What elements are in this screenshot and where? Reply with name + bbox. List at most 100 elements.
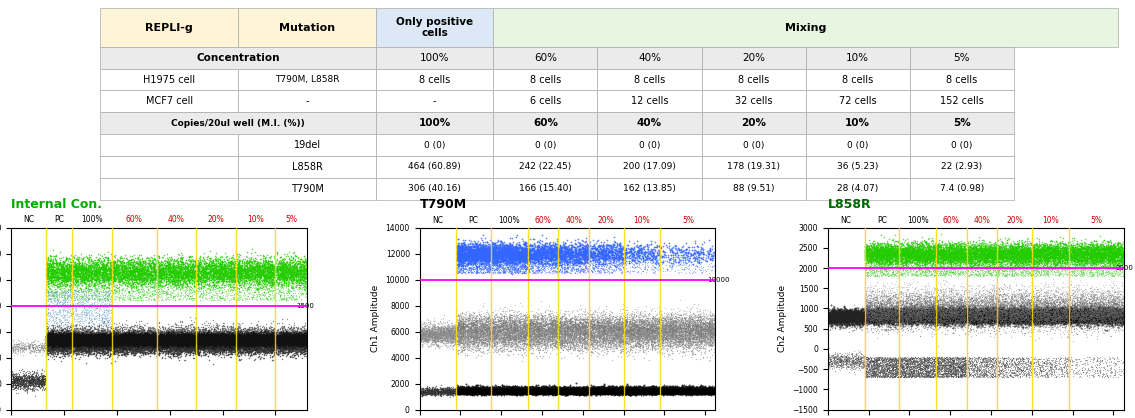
Point xyxy=(1024,266,1042,273)
Point xyxy=(991,312,1009,319)
Point xyxy=(94,332,112,339)
Point xyxy=(271,266,289,273)
Point xyxy=(1092,311,1110,318)
Point xyxy=(57,266,75,273)
Point xyxy=(271,335,289,342)
Point xyxy=(978,307,997,314)
Point xyxy=(1051,314,1069,321)
Point xyxy=(270,341,288,347)
Point xyxy=(242,334,260,340)
Point xyxy=(1048,314,1066,321)
Point xyxy=(679,335,697,342)
Point xyxy=(219,265,237,271)
Point xyxy=(594,316,612,323)
Point xyxy=(594,339,612,345)
Point xyxy=(976,359,994,365)
Point xyxy=(468,386,486,393)
Point xyxy=(571,329,589,335)
Point xyxy=(999,313,1017,320)
Point xyxy=(1006,242,1024,249)
Point xyxy=(942,255,960,262)
Point xyxy=(582,388,600,395)
Point xyxy=(570,256,588,263)
Point xyxy=(174,340,192,347)
Point xyxy=(506,389,524,396)
Point xyxy=(81,342,99,349)
Point xyxy=(906,310,924,316)
Point xyxy=(219,341,237,347)
Point xyxy=(701,327,720,334)
Point xyxy=(280,267,299,274)
Point xyxy=(960,317,978,324)
Point xyxy=(103,270,121,276)
Point xyxy=(555,387,573,393)
Point xyxy=(1008,312,1026,319)
Point xyxy=(873,307,891,314)
Point xyxy=(633,328,651,334)
Point xyxy=(917,372,935,379)
Point xyxy=(1086,302,1104,309)
Point xyxy=(597,388,615,395)
Point xyxy=(1020,245,1039,252)
Point xyxy=(878,304,897,311)
Point xyxy=(60,292,78,298)
Point xyxy=(182,339,200,346)
Point xyxy=(98,333,116,340)
Point xyxy=(949,250,967,257)
Point xyxy=(944,314,962,321)
Point xyxy=(1111,310,1129,317)
Point xyxy=(940,268,958,275)
Point xyxy=(90,346,108,352)
Point xyxy=(611,389,629,395)
Point xyxy=(104,265,123,272)
Point xyxy=(489,237,507,244)
Point xyxy=(478,316,496,322)
Point xyxy=(93,328,111,334)
Point xyxy=(951,318,969,324)
Point xyxy=(465,388,484,395)
Point xyxy=(143,279,161,286)
Point xyxy=(150,263,168,270)
Point xyxy=(571,389,589,395)
Point xyxy=(1036,253,1054,260)
Point xyxy=(989,313,1007,319)
Point xyxy=(1051,306,1069,313)
Point xyxy=(82,331,100,338)
Point xyxy=(553,327,571,334)
Point xyxy=(919,313,938,319)
Point xyxy=(123,331,141,338)
Point xyxy=(151,335,169,342)
Point xyxy=(1032,305,1050,311)
Point xyxy=(550,387,569,394)
Point xyxy=(126,274,144,280)
Point xyxy=(1088,320,1107,327)
Point xyxy=(1085,303,1103,310)
Point xyxy=(211,349,229,355)
Point xyxy=(547,269,565,276)
Point xyxy=(215,320,233,326)
Point xyxy=(424,327,443,334)
Point xyxy=(1041,362,1059,369)
Point xyxy=(158,335,176,342)
Point xyxy=(686,326,704,333)
Point xyxy=(165,331,183,337)
Point xyxy=(1033,314,1051,321)
Point xyxy=(193,272,211,279)
Point xyxy=(85,337,103,344)
Point xyxy=(1051,247,1069,254)
Point xyxy=(533,383,552,390)
Point xyxy=(94,336,112,342)
Point xyxy=(59,276,77,283)
Point xyxy=(543,327,561,334)
Point xyxy=(466,340,485,347)
Point xyxy=(967,260,985,266)
Point xyxy=(924,293,942,300)
Point xyxy=(192,335,210,342)
Point xyxy=(190,264,208,270)
Point xyxy=(102,275,120,282)
Point xyxy=(860,254,878,260)
Point xyxy=(909,306,927,313)
Point xyxy=(570,332,588,339)
Point xyxy=(478,327,496,334)
Point xyxy=(94,333,112,340)
